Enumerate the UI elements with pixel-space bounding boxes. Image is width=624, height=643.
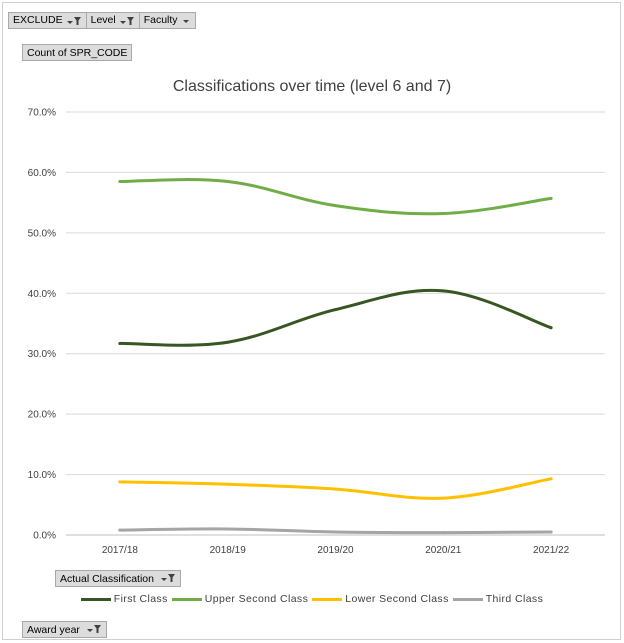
filter-icon[interactable]: [66, 14, 82, 28]
x-tick-label: 2021/22: [533, 545, 570, 556]
y-tick-label: 60.0%: [28, 168, 56, 179]
legend-swatch: [312, 597, 343, 601]
value-field-label: Count of SPR_CODE: [27, 47, 128, 59]
x-tick-label: 2020/21: [425, 545, 462, 556]
data-point-upper-second-class: [549, 196, 553, 200]
filter-icon[interactable]: [119, 14, 135, 28]
legend: First Class Upper Second Class Lower Secon…: [0, 592, 624, 606]
y-tick-label: 50.0%: [28, 228, 56, 239]
data-point-first-class: [226, 340, 230, 344]
x-tick-label: 2018/19: [210, 545, 247, 556]
data-point-lower-second-class: [441, 496, 445, 500]
series-line-first-class: [118, 288, 553, 347]
series-line-upper-second-class: [118, 178, 553, 216]
legend-swatch: [452, 597, 483, 601]
filter-label: Level: [90, 14, 116, 26]
data-point-first-class: [334, 308, 337, 312]
data-point-third-class: [118, 528, 122, 532]
filter-label: Faculty: [143, 14, 178, 26]
data-point-upper-second-class: [334, 204, 337, 208]
data-point-lower-second-class: [118, 480, 122, 484]
y-tick-label: 40.0%: [28, 289, 56, 300]
axis-field-button[interactable]: Award year: [22, 621, 107, 638]
y-tick-label: 0.0%: [33, 531, 56, 542]
data-point-first-class: [441, 289, 445, 293]
filter-bar: EXCLUDE Level Faculty: [8, 12, 196, 29]
x-tick-label: 2019/20: [317, 545, 354, 556]
axis-field-label: Award year: [27, 624, 80, 636]
legend-label: Upper Second Class: [204, 593, 309, 605]
y-tick-label: 70.0%: [28, 108, 56, 119]
data-point-third-class: [334, 530, 337, 534]
data-point-third-class: [441, 531, 445, 535]
data-point-lower-second-class: [549, 477, 553, 481]
legend-item: Lower Second Class: [312, 592, 449, 606]
y-tick-label: 10.0%: [28, 470, 56, 481]
filter-button-level[interactable]: Level: [85, 13, 139, 28]
y-tick-label: 20.0%: [28, 410, 56, 421]
y-tick-label: 30.0%: [28, 349, 56, 360]
x-tick-label: 2017/18: [102, 545, 139, 556]
filter-label: EXCLUDE: [13, 14, 63, 26]
legend-label: Third Class: [485, 593, 544, 605]
data-point-upper-second-class: [226, 179, 230, 183]
legend-item: First Class: [80, 592, 168, 606]
data-point-first-class: [118, 341, 122, 345]
filter-button-faculty[interactable]: Faculty: [138, 13, 195, 28]
legend-item: Third Class: [452, 592, 544, 606]
legend-label: Lower Second Class: [345, 593, 449, 605]
legend-swatch: [171, 597, 202, 601]
data-point-first-class: [549, 326, 553, 330]
data-point-third-class: [549, 530, 553, 534]
value-field-button[interactable]: Count of SPR_CODE: [22, 44, 133, 61]
data-point-third-class: [226, 527, 230, 531]
data-point-upper-second-class: [118, 179, 122, 183]
legend-item: Upper Second Class: [171, 592, 309, 606]
legend-field-button[interactable]: Actual Classification: [55, 570, 181, 587]
data-point-upper-second-class: [441, 212, 445, 216]
data-point-lower-second-class: [334, 487, 337, 491]
filter-icon[interactable]: [86, 622, 102, 636]
legend-swatch: [80, 597, 111, 601]
filter-button-exclude[interactable]: EXCLUDE: [9, 13, 86, 28]
data-point-lower-second-class: [226, 482, 230, 486]
legend-label: First Class: [113, 593, 168, 605]
chart-title: Classifications over time (level 6 and 7…: [172, 78, 452, 95]
filter-icon[interactable]: [160, 571, 176, 585]
legend-field-label: Actual Classification: [60, 573, 154, 585]
dropdown-arrow-icon[interactable]: [181, 14, 191, 28]
